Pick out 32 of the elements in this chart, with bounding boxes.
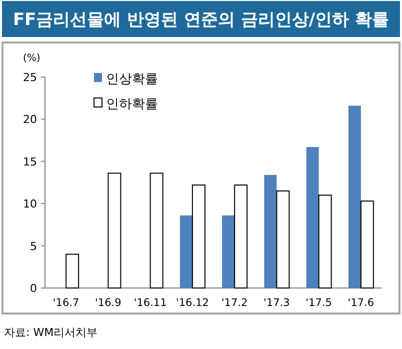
bar xyxy=(276,190,290,288)
y-tick-label: 20 xyxy=(23,113,37,126)
text: 자료: WM리서치부 xyxy=(4,326,98,339)
x-tick-label: '16.7 xyxy=(52,297,80,309)
x-tick-label: '16.9 xyxy=(95,297,122,309)
y-tick-label: 15 xyxy=(23,155,37,168)
legend-label: 인상확률 xyxy=(106,72,158,87)
bar xyxy=(318,194,332,288)
bar xyxy=(192,184,206,288)
y-tick-label: 0 xyxy=(30,282,37,295)
bar xyxy=(306,147,319,288)
x-tick-label: '17.6 xyxy=(348,297,374,309)
bar xyxy=(348,106,361,288)
x-tick-label: '16.11 xyxy=(134,297,167,309)
y-tick-label: 25 xyxy=(23,71,37,84)
bar xyxy=(150,172,164,288)
x-tick-label: '17.5 xyxy=(306,297,332,309)
y-axis-title: (%) xyxy=(23,53,40,64)
x-tick-label: '17.3 xyxy=(264,297,290,309)
bar xyxy=(222,215,235,288)
bar xyxy=(264,174,277,288)
chart-title: FF금리선물에 반영된 연준의 금리인상/인하 확률 xyxy=(12,10,390,30)
bar xyxy=(66,254,80,288)
bar xyxy=(108,172,122,288)
legend-label: 인하확률 xyxy=(106,97,158,112)
bar xyxy=(360,200,374,288)
y-tick-label: 10 xyxy=(23,198,37,211)
x-tick-label: '17.2 xyxy=(221,297,248,309)
bar xyxy=(180,215,192,288)
y-tick-label: 5 xyxy=(30,240,37,253)
bar xyxy=(234,184,248,288)
x-tick-label: '16.12 xyxy=(176,297,209,309)
